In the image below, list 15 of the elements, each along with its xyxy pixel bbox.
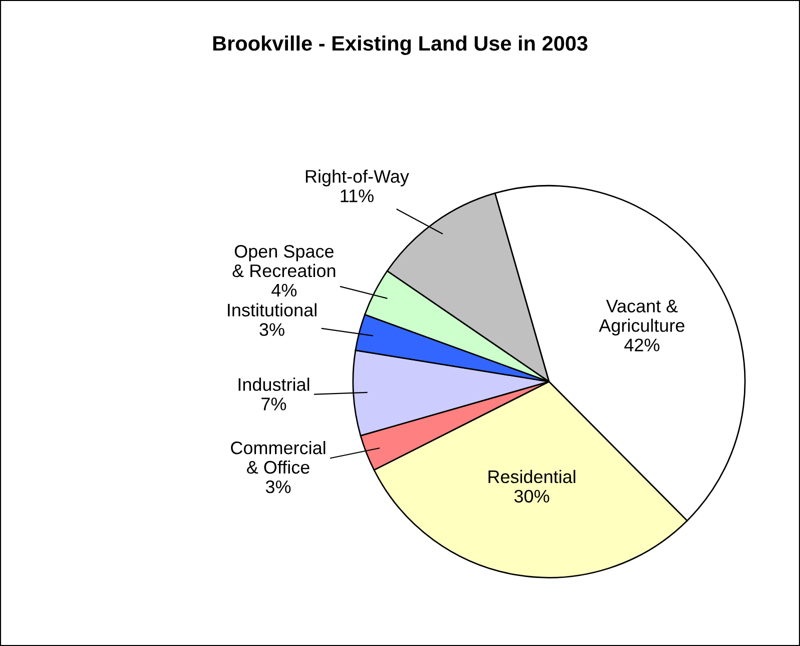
data-label: 7%: [262, 398, 286, 410]
chart-title: Brookville - Existing Land Use in 2003: [213, 35, 588, 55]
slice-label: Industrial: [238, 378, 310, 391]
slice-label: Open Space & Recreation: [232, 244, 336, 278]
slice-label: Institutional: [228, 303, 316, 316]
slice-label: Right-of-Way: [306, 170, 410, 186]
data-label: 11%: [340, 190, 374, 202]
slice-label: Commercial & Office: [230, 441, 326, 474]
data-label: 3%: [260, 323, 284, 336]
data-label: 3%: [266, 480, 291, 494]
slice-label: Vacant & Agriculture: [598, 300, 684, 336]
slice-label: Residential: [488, 470, 576, 484]
data-label: 4%: [272, 284, 297, 297]
data-label: 30%: [514, 490, 550, 503]
data-label: 42%: [624, 338, 660, 352]
